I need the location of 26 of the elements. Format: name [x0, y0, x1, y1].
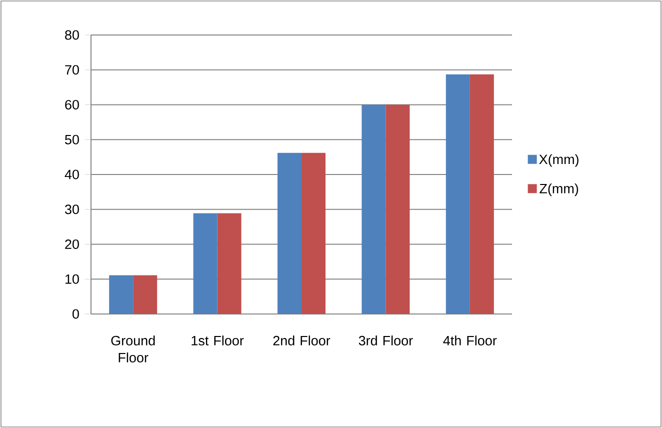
x-tick-label: 1st Floor: [192, 336, 244, 346]
legend-label: X(mm): [539, 154, 578, 167]
bar: [278, 152, 302, 314]
y-tick-label: 20: [65, 239, 79, 250]
y-tick-label: 80: [65, 30, 79, 40]
y-tick-label: 30: [64, 204, 79, 214]
legend-label: Z(mm): [540, 183, 578, 196]
x-tick-label: 3rd Floor: [358, 336, 413, 346]
y-tick-label: 60: [65, 100, 79, 110]
bar: [133, 275, 158, 314]
x-tick-label: Ground Floor: [111, 336, 155, 362]
bar: [470, 74, 494, 314]
bar: [446, 74, 470, 314]
y-tick-label: 10: [66, 274, 79, 284]
x-tick-label: 4th Floor: [443, 336, 497, 346]
x-tick-label: 2nd Floor: [273, 336, 330, 346]
bar: [217, 213, 242, 314]
y-tick-label: 0: [72, 309, 79, 319]
y-tick-label: 70: [65, 65, 79, 75]
y-tick-label: 50: [65, 134, 79, 144]
bar: [302, 152, 326, 314]
y-tick-label: 40: [64, 170, 79, 180]
bar: [362, 104, 386, 314]
bar: [386, 104, 410, 314]
bar: [109, 275, 134, 314]
bar: [193, 213, 218, 314]
